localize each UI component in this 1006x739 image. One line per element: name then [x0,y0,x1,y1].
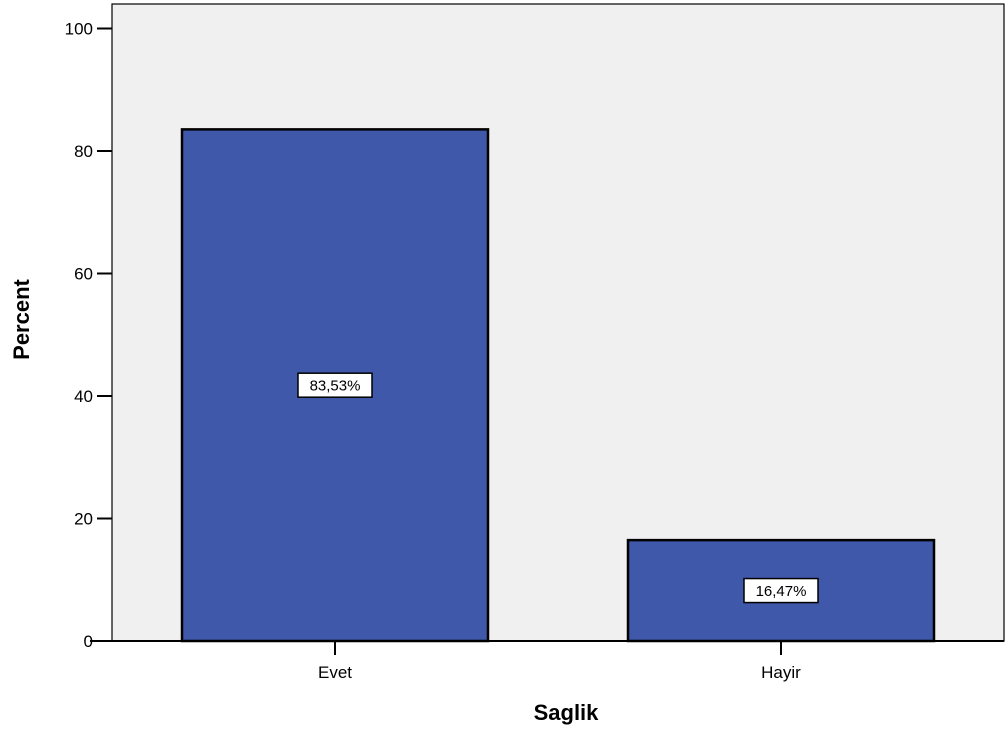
bars-group [180,128,936,643]
y-tick-label: 20 [74,510,93,529]
y-tick-label: 80 [74,142,93,161]
data-labels-group: 83,53% 16,47% [297,372,819,604]
data-label-box [297,372,373,398]
y-tick-label: 100 [65,20,93,39]
data-label: 83,53% [297,372,373,398]
x-axis-title: Saglik [534,700,600,725]
x-tick-label: Evet [318,663,352,682]
x-axis: Evet Hayir [90,640,1004,682]
data-label-box [743,577,819,604]
data-label-text: 83,53% [310,378,361,395]
data-label-text: 16,47% [756,583,807,600]
y-axis-title: Percent [9,278,34,359]
x-tick-label: Hayir [761,663,801,682]
y-tick-label: 40 [74,387,93,406]
y-axis: 0 20 40 60 80 100 [65,20,112,651]
data-label: 16,47% [743,577,819,604]
y-tick-label: 0 [84,632,93,651]
y-tick-label: 60 [74,265,93,284]
